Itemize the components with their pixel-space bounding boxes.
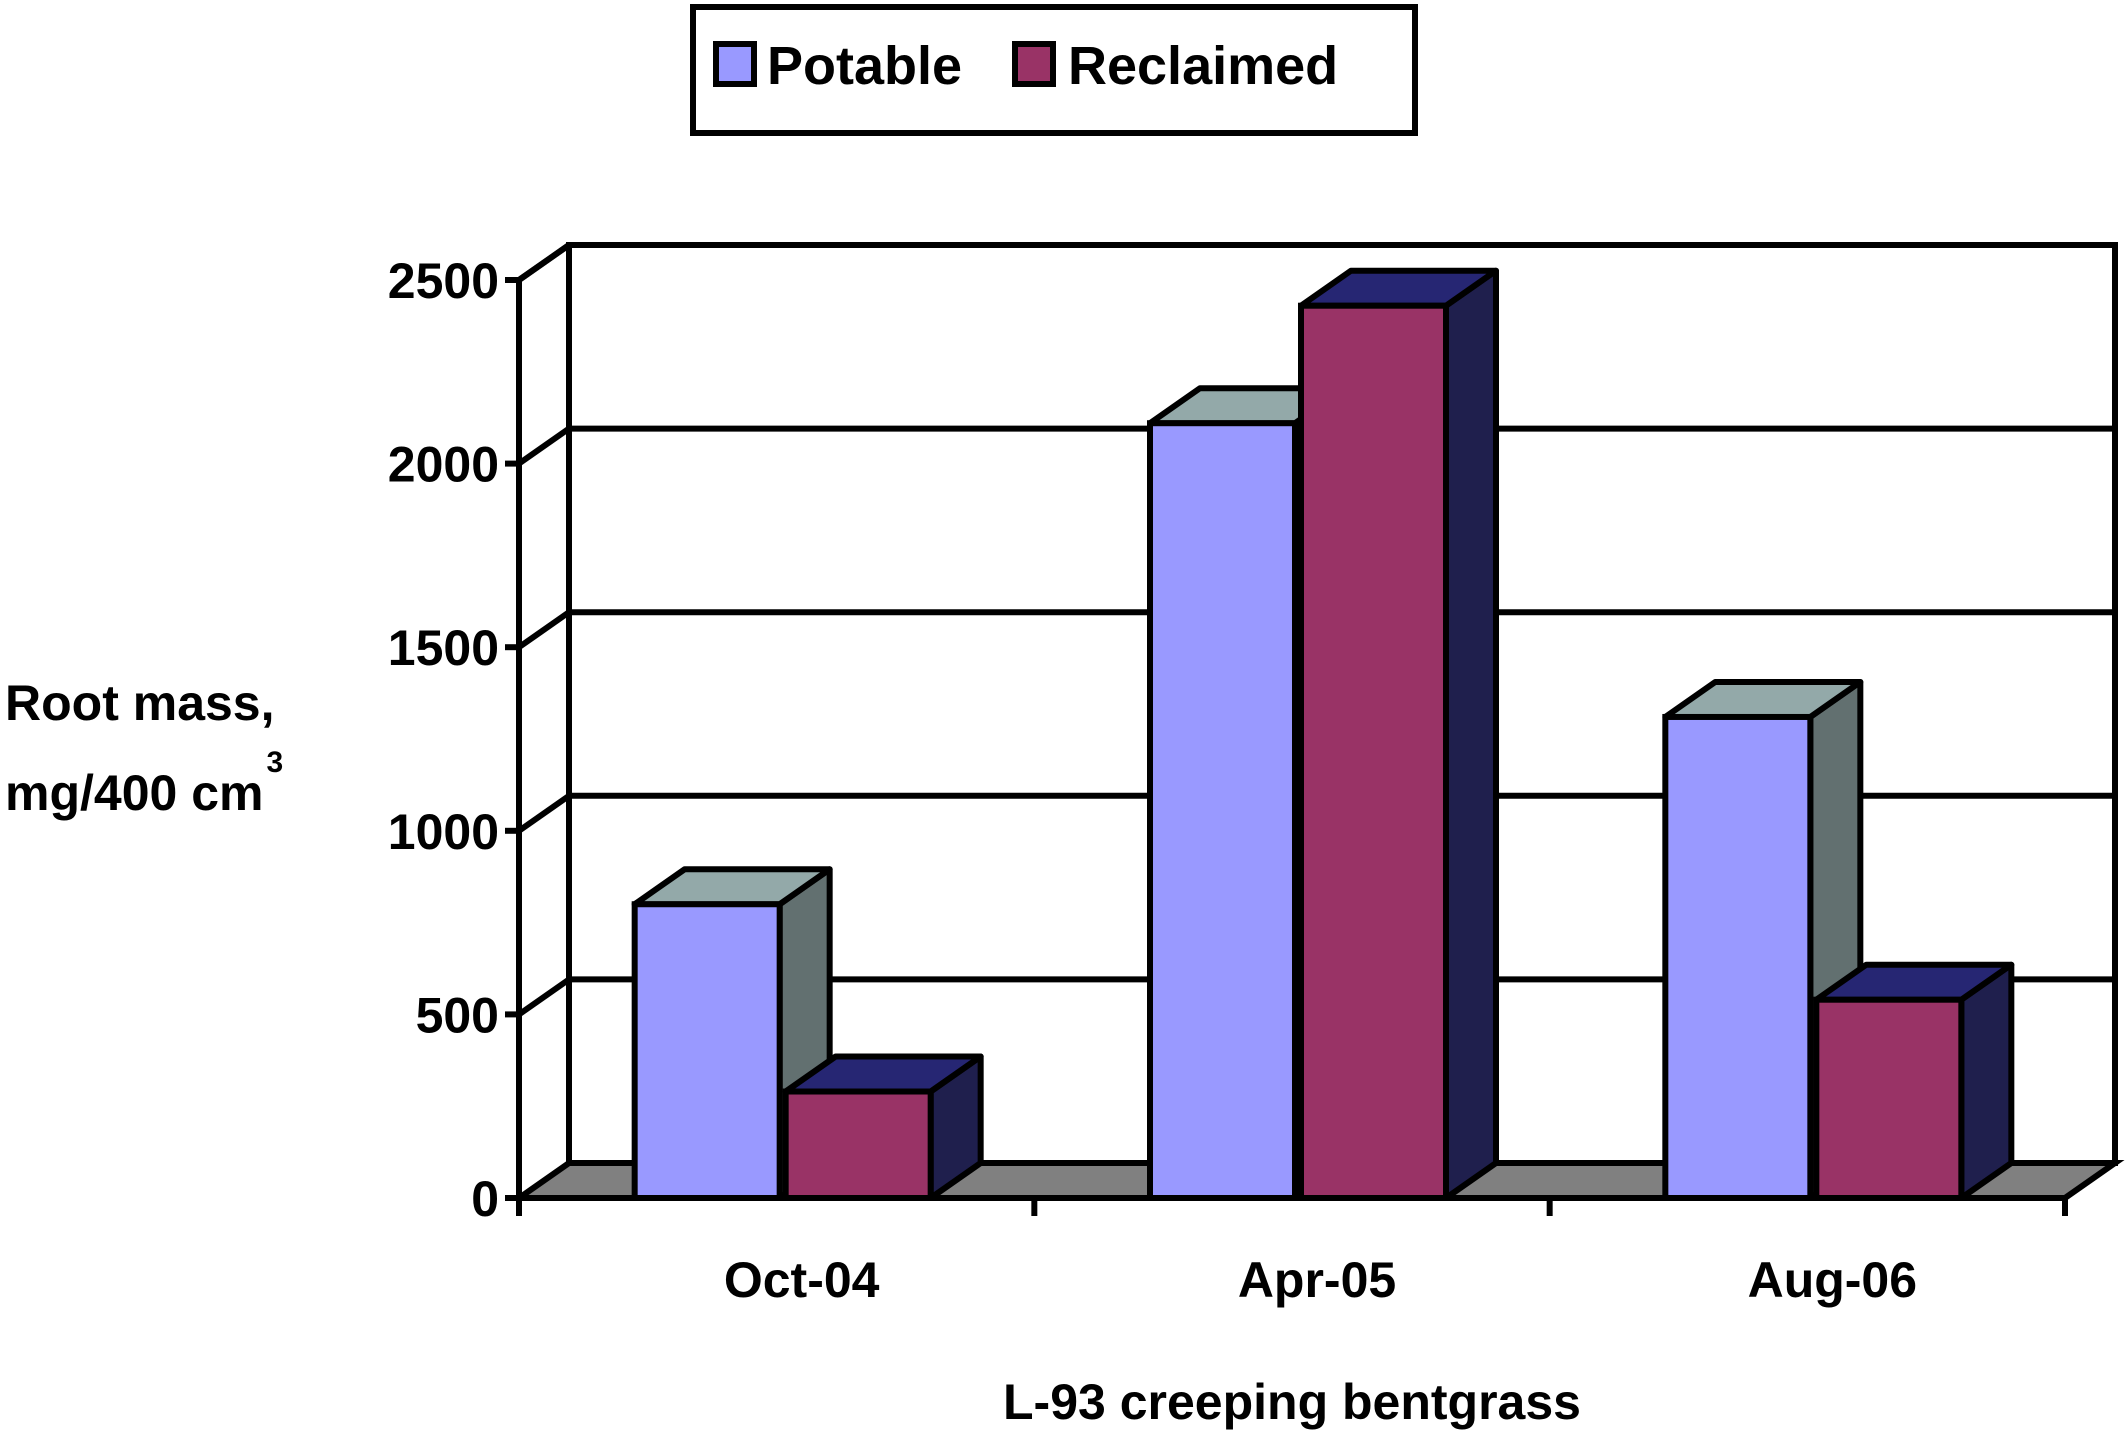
gridline-side bbox=[517, 793, 571, 834]
bar-front bbox=[1813, 996, 1965, 1201]
y-axis-top-edge bbox=[517, 242, 571, 283]
y-axis-title-line2: mg/400 cm bbox=[5, 765, 263, 821]
x-tick-label: Aug-06 bbox=[1748, 1252, 1917, 1308]
bar-side bbox=[1958, 961, 2015, 1201]
legend-swatch-reclaimed bbox=[1012, 41, 1056, 87]
y-ticks: 0 500 1000 1500 2000 2500 bbox=[388, 253, 519, 1227]
x-tick-label: Oct-04 bbox=[724, 1252, 880, 1308]
legend-label-potable: Potable bbox=[767, 36, 962, 96]
y-tick-label: 0 bbox=[471, 1171, 499, 1227]
y-tick-label: 1500 bbox=[388, 620, 499, 676]
y-tick-label: 2500 bbox=[388, 253, 499, 309]
bar-front bbox=[631, 901, 783, 1201]
legend-label-reclaimed: Reclaimed bbox=[1068, 36, 1338, 96]
bar-potable-oct-04 bbox=[631, 866, 833, 1201]
y-tick-label: 2000 bbox=[388, 437, 499, 493]
y-axis-title-superscript: 3 bbox=[266, 746, 283, 779]
x-axis-title: L-93 creeping bentgrass bbox=[1003, 1374, 1581, 1430]
y-tick-label: 1000 bbox=[388, 804, 499, 860]
bar-potable-aug-06 bbox=[1662, 678, 1864, 1202]
bar-reclaimed-oct-04 bbox=[782, 1053, 984, 1201]
y-axis-title-line1: Root mass, bbox=[5, 675, 275, 731]
x-ticks: Oct-04 Apr-05 Aug-06 bbox=[516, 1198, 2068, 1308]
bar-front bbox=[1298, 302, 1449, 1202]
bar-front bbox=[782, 1088, 934, 1201]
x-tick-label: Apr-05 bbox=[1238, 1252, 1396, 1308]
gridline-side bbox=[517, 976, 571, 1017]
gridline-side bbox=[517, 426, 571, 467]
bar-front bbox=[1147, 420, 1298, 1201]
gridline-side bbox=[517, 609, 571, 650]
bar-reclaimed-apr-05 bbox=[1298, 267, 1499, 1202]
y-axis-title: Root mass, mg/400 cm 3 bbox=[5, 675, 283, 821]
bar-front bbox=[1662, 713, 1814, 1202]
bars bbox=[631, 267, 2015, 1202]
back-wall bbox=[566, 242, 2118, 1166]
legend: Potable Reclaimed bbox=[690, 4, 1418, 136]
bar-reclaimed-aug-06 bbox=[1813, 961, 2015, 1201]
legend-swatch-potable bbox=[713, 41, 757, 87]
y-tick-label: 500 bbox=[416, 987, 499, 1043]
plot-area: 0 500 1000 1500 2000 2500 Oct-04 Apr-05 Aug-06 bbox=[388, 242, 2125, 1308]
bar-side bbox=[1443, 267, 1499, 1201]
